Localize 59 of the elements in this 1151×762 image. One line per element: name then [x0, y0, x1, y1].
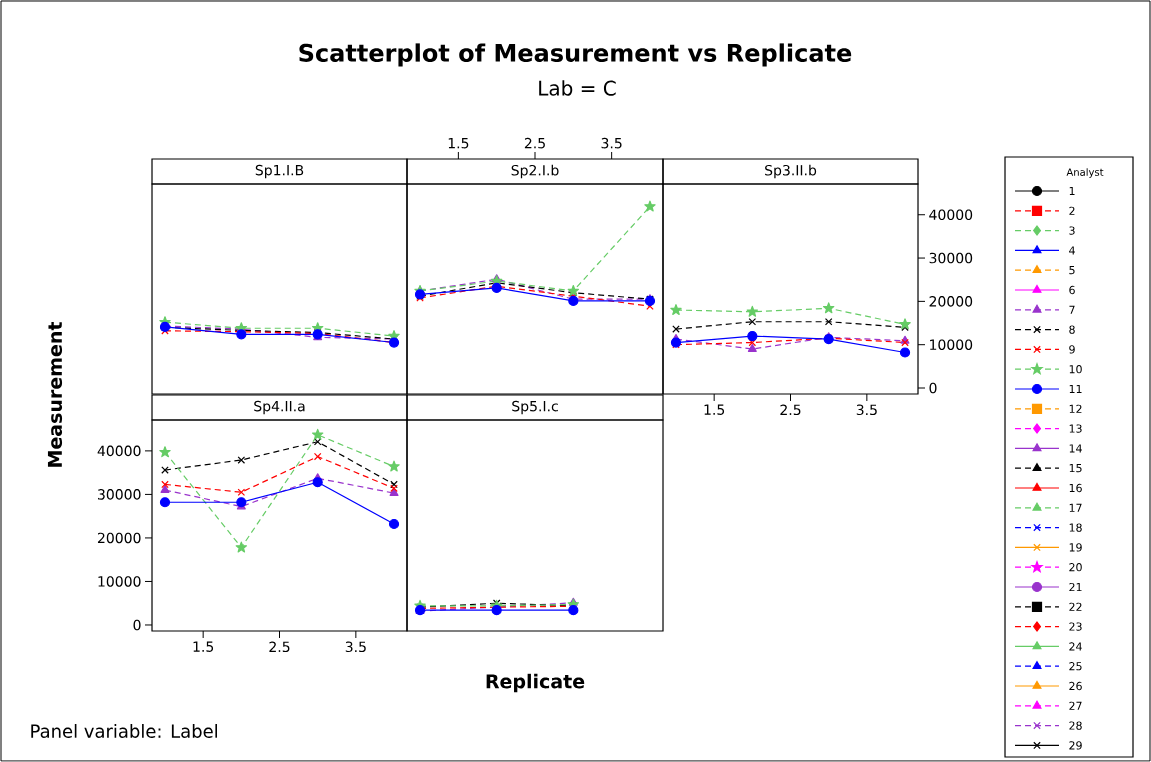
x-tick-label: 1.5 — [448, 138, 469, 149]
legend-label: 24 — [1069, 642, 1082, 651]
legend-label: 1 — [1069, 186, 1075, 195]
x-axis-title: Replicate — [486, 673, 585, 693]
legend-label: 28 — [1069, 721, 1082, 730]
y-axis-title: Measurement — [47, 321, 63, 467]
legend-label: 16 — [1069, 483, 1082, 493]
x-tick-label: 2.5 — [780, 404, 801, 416]
legend-label: 5 — [1069, 266, 1075, 275]
legend-label: 2 — [1069, 206, 1075, 215]
y-tick-label: 30000 — [929, 252, 973, 264]
legend-label: 27 — [1069, 701, 1082, 710]
y-tick-label: 20000 — [929, 296, 973, 307]
text: Scatterplot of Measurement vs Replicate — [299, 43, 852, 67]
x-tick-label: 2.5 — [269, 641, 290, 653]
legend-label: 18 — [1069, 523, 1082, 532]
chart-title: Sp5.I.c — [512, 400, 558, 415]
text: Lab = C — [539, 80, 616, 96]
legend-label: 3 — [1069, 226, 1075, 235]
legend-label: 8 — [1069, 325, 1075, 334]
legend-label: 7 — [1069, 305, 1075, 314]
legend-label: 14 — [1069, 444, 1082, 453]
legend-label: 21 — [1069, 582, 1082, 592]
y-tick-label: 0 — [929, 382, 937, 394]
legend-label: 9 — [1069, 345, 1075, 354]
legend-label: 11 — [1069, 384, 1082, 393]
legend-label: 13 — [1069, 424, 1082, 433]
chart-title: Sp3.II.b — [765, 164, 817, 179]
x-tick-label: 3.5 — [345, 641, 366, 653]
x-tick-label: 1.5 — [193, 641, 214, 652]
legend-label: 26 — [1069, 681, 1082, 691]
legend-label: 20 — [1069, 563, 1082, 572]
x-tick-label: 2.5 — [524, 137, 545, 149]
x-tick-label: 3.5 — [601, 137, 622, 149]
legend-label: 25 — [1069, 662, 1082, 671]
y-tick-label: 40000 — [97, 445, 141, 457]
legend-label: 19 — [1069, 543, 1082, 552]
y-tick-label: 30000 — [98, 489, 141, 500]
y-tick-label: 10000 — [930, 339, 973, 350]
legend-label: 15 — [1069, 464, 1082, 473]
y-tick-label: 0 — [133, 619, 141, 631]
chart-title: Sp1.I.B — [255, 164, 304, 179]
y-tick-label: 10000 — [98, 576, 141, 587]
y-tick-label: 40000 — [929, 209, 973, 221]
legend-title: Analyst — [1066, 168, 1104, 178]
legend-label: 10 — [1069, 365, 1082, 374]
legend-label: 23 — [1069, 622, 1082, 631]
legend-label: 12 — [1069, 404, 1082, 413]
x-tick-label: 3.5 — [856, 404, 877, 416]
legend-label: 4 — [1069, 246, 1075, 255]
chart-title: Sp4.II.a — [254, 400, 305, 415]
x-tick-label: 1.5 — [704, 404, 725, 415]
text: Panel variable: Label — [31, 724, 218, 738]
legend-label: 17 — [1069, 503, 1082, 512]
y-tick-label: 20000 — [97, 532, 141, 544]
legend-label: 29 — [1069, 741, 1082, 750]
legend-label: 22 — [1069, 602, 1082, 611]
legend-label: 6 — [1069, 285, 1075, 295]
chart-title: Sp2.I.b — [511, 164, 559, 179]
